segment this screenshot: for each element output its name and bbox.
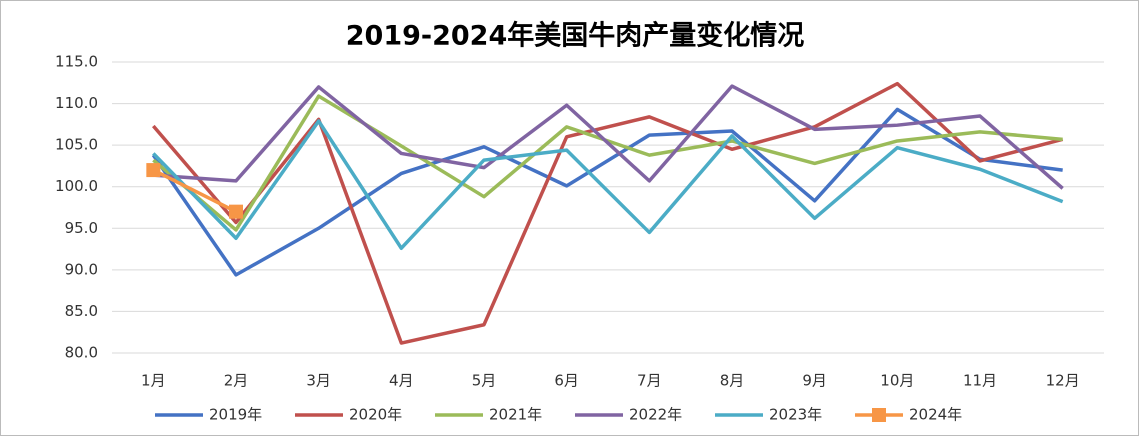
series-line [153, 84, 1064, 190]
y-tick-label: 115.0 [55, 53, 98, 71]
x-tick-label: 1月 [141, 372, 166, 390]
y-tick-label: 110.0 [55, 94, 98, 112]
y-tick-label: 80.0 [65, 344, 98, 362]
series-line [152, 168, 237, 214]
series-line [152, 119, 1064, 250]
series-line [151, 107, 1063, 277]
x-tick-label: 9月 [802, 372, 827, 390]
chart-title: 2019-2024年美国牛肉产量变化情况 [346, 20, 805, 52]
y-tick-label: 90.0 [65, 260, 98, 278]
legend-label: 2020年 [349, 406, 402, 424]
series-line [152, 81, 1064, 345]
x-tick-label: 12月 [1046, 372, 1080, 390]
series-marker [229, 204, 243, 219]
legend-label: 2022年 [629, 406, 682, 424]
x-tick-label: 5月 [472, 372, 497, 390]
x-tick-label: 7月 [637, 372, 662, 390]
y-tick-label: 100.0 [55, 177, 98, 195]
legend-label: 2024年 [909, 406, 962, 424]
y-tick-label: 85.0 [65, 302, 98, 320]
x-tick-label: 10月 [880, 372, 914, 390]
y-tick-label: 105.0 [55, 136, 98, 154]
x-tick-label: 8月 [720, 372, 745, 390]
x-tick-label: 11月 [963, 372, 997, 390]
legend-marker [872, 408, 886, 422]
legend-label: 2019年 [209, 406, 262, 424]
legend-label: 2021年 [489, 406, 542, 424]
x-tick-label: 4月 [389, 372, 414, 390]
y-tick-label: 95.0 [65, 219, 98, 237]
x-tick-label: 2月 [224, 372, 249, 390]
x-tick-label: 3月 [306, 372, 331, 390]
legend-label: 2023年 [769, 406, 822, 424]
series-marker [146, 163, 161, 178]
x-tick-label: 6月 [554, 372, 579, 390]
